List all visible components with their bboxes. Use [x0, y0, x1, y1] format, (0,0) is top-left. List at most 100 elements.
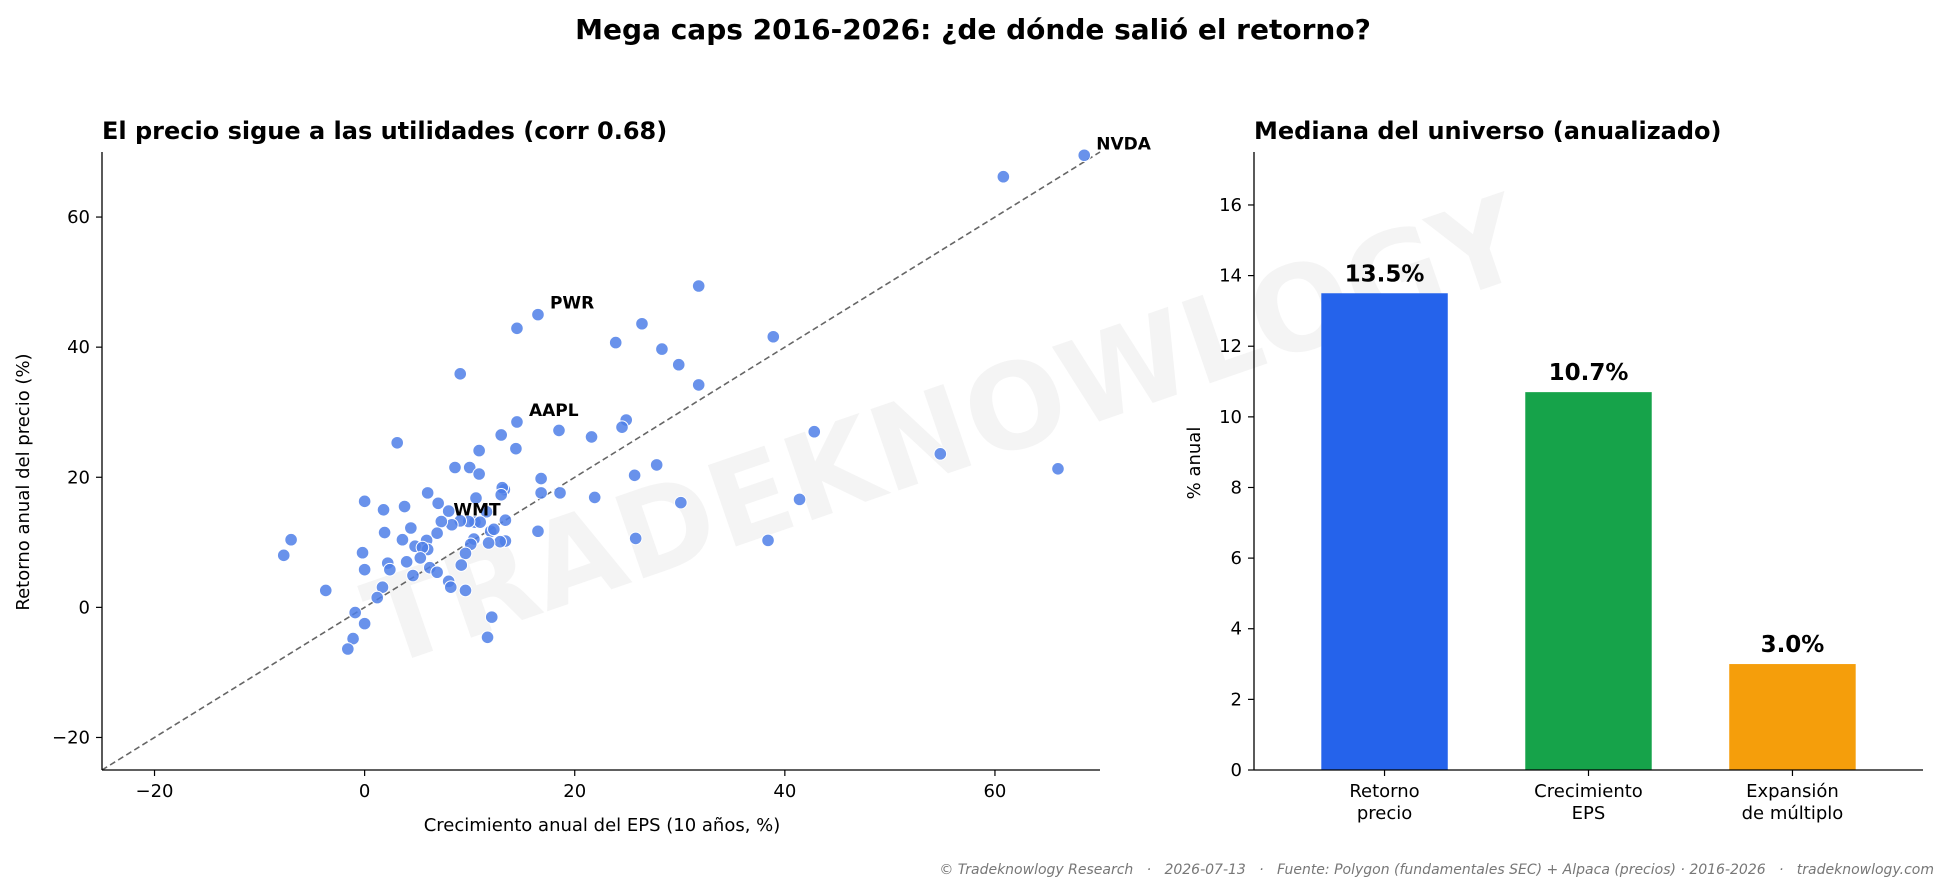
bar [1525, 392, 1652, 770]
y-tick-label: 2 [1231, 689, 1242, 710]
scatter-point [458, 546, 473, 561]
y-tick-label: 60 [67, 207, 90, 228]
scatter-point [615, 420, 629, 434]
scatter-point [472, 443, 486, 458]
scatter-point [487, 522, 501, 537]
point-label-nvda: NVDA [1096, 134, 1151, 154]
scatter-title: El precio sigue a las utilidades (corr 0… [102, 117, 667, 145]
y-tick-label: 20 [67, 467, 90, 488]
y-tick-label: −20 [52, 727, 90, 748]
scatter-point [534, 486, 548, 500]
scatter-point [627, 468, 642, 483]
scatter-point [807, 424, 822, 439]
bar-y-axis-label: % anual [1184, 427, 1205, 500]
scatter-point [534, 471, 548, 486]
scatter-point [413, 551, 428, 565]
category-label: Expansión de múltiplo [1742, 781, 1844, 824]
scatter-point [377, 525, 392, 540]
scatter-point [404, 521, 418, 535]
bar [1321, 293, 1448, 770]
scatter-point [318, 583, 333, 598]
scatter-point [674, 495, 688, 510]
scatter-point [431, 496, 445, 511]
y-tick-label: 4 [1231, 619, 1242, 640]
scatter-point [357, 494, 372, 509]
scatter-point [448, 460, 462, 475]
bar-value-label: 13.5% [1345, 261, 1425, 287]
scatter-point [691, 378, 706, 392]
y-tick-label: 0 [79, 597, 90, 618]
category-label-line: de múltiplo [1742, 803, 1844, 824]
scatter-y-axis-label: Retorno anual del precio (%) [13, 353, 34, 610]
scatter-point [493, 534, 507, 549]
category-label-line: Crecimiento [1534, 781, 1643, 802]
y-tick-label: 12 [1219, 336, 1242, 357]
scatter-point [649, 458, 664, 472]
category-label-line: Retorno [1349, 781, 1419, 802]
scatter-point [479, 504, 494, 519]
scatter-point [635, 316, 649, 331]
x-tick-label: 60 [983, 781, 1006, 802]
scatter-point [655, 342, 669, 356]
figure-title: Mega caps 2016-2026: ¿de dónde salió el … [575, 13, 1371, 46]
category-label: Retorno precio [1349, 781, 1419, 824]
scatter-point [370, 590, 385, 605]
y-tick-label: 16 [1219, 195, 1242, 216]
scatter-point [348, 605, 362, 620]
category-label: Crecimiento EPS [1534, 781, 1643, 824]
scatter-point [933, 447, 948, 461]
y-tick-label: 40 [67, 337, 90, 358]
reference-line [101, 151, 1101, 771]
scatter-point [390, 435, 404, 450]
scatter-point [383, 562, 397, 577]
scatter-point [397, 499, 412, 514]
scatter-point [510, 321, 524, 336]
point-label-pwr: PWR [550, 294, 594, 314]
point-label-wmt: WMT [453, 500, 501, 520]
scatter-point [628, 531, 643, 546]
x-tick-label: −20 [136, 781, 174, 802]
scatter-point [584, 430, 599, 444]
scatter-point [484, 610, 499, 624]
point-label-aapl: AAPL [529, 401, 579, 421]
scatter-point [531, 307, 545, 322]
bar-title: Mediana del universo (anualizado) [1254, 117, 1722, 145]
scatter-point [671, 357, 686, 372]
scatter-x-axis-label: Crecimiento anual del EPS (10 años, %) [424, 815, 781, 836]
scatter-point [1051, 462, 1065, 476]
bar-value-label: 10.7% [1549, 360, 1629, 386]
scatter-point [395, 532, 410, 547]
scatter-point [376, 502, 391, 517]
bar-chart: Mediana del universo (anualizado) % anua… [1184, 117, 1923, 824]
scatter-point [494, 488, 509, 502]
category-label-line: EPS [1572, 803, 1606, 824]
scatter-point [430, 526, 444, 541]
scatter-point [552, 423, 566, 438]
scatter-point [531, 524, 545, 539]
scatter-point [766, 329, 781, 344]
scatter-point [509, 441, 523, 456]
category-label-line: precio [1357, 803, 1412, 824]
x-tick-label: 0 [359, 781, 370, 802]
scatter-point [284, 532, 298, 547]
scatter-point [434, 514, 449, 529]
scatter-point [498, 513, 513, 527]
scatter-point [420, 486, 435, 500]
scatter-point [792, 492, 807, 507]
scatter-point [462, 460, 477, 475]
scatter-point [1077, 148, 1092, 163]
scatter-points [276, 148, 1092, 656]
scatter-point [608, 335, 623, 350]
scatter-point [454, 558, 469, 572]
footer-credits: © Tradeknowlogy Research · 2026-07-13 · … [939, 862, 1934, 878]
scatter-point [406, 568, 420, 583]
scatter-point [481, 536, 496, 550]
scatter-point [441, 504, 456, 518]
scatter-point [469, 491, 483, 505]
scatter-point [399, 555, 414, 569]
category-label-line: Expansión [1746, 781, 1839, 802]
scatter-point [453, 367, 468, 381]
y-tick-label: 8 [1231, 477, 1242, 498]
scatter-point [357, 562, 372, 577]
